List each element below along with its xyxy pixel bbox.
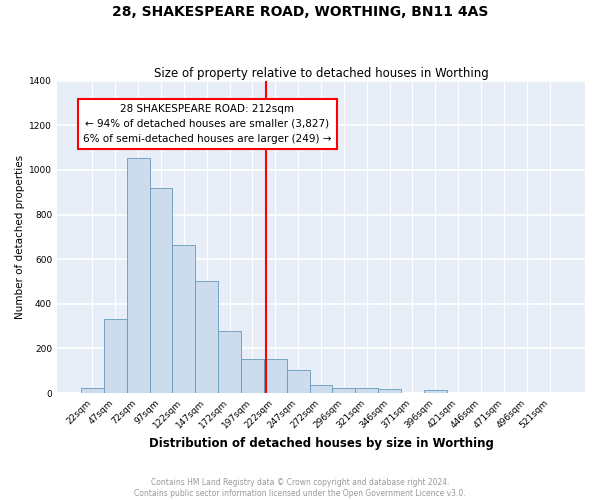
Bar: [218, 330, 241, 393]
Bar: [196, 281, 218, 393]
Bar: [104, 320, 127, 393]
Bar: [241, 358, 264, 393]
Bar: [264, 358, 287, 393]
Bar: [149, 188, 172, 393]
Y-axis label: Number of detached properties: Number of detached properties: [15, 155, 25, 319]
Bar: [127, 158, 149, 393]
Bar: [287, 370, 310, 393]
Bar: [332, 388, 355, 393]
Bar: [355, 388, 378, 393]
Title: Size of property relative to detached houses in Worthing: Size of property relative to detached ho…: [154, 66, 488, 80]
Bar: [424, 390, 447, 393]
Bar: [378, 390, 401, 393]
Text: Contains HM Land Registry data © Crown copyright and database right 2024.
Contai: Contains HM Land Registry data © Crown c…: [134, 478, 466, 498]
X-axis label: Distribution of detached houses by size in Worthing: Distribution of detached houses by size …: [149, 437, 493, 450]
Text: 28 SHAKESPEARE ROAD: 212sqm
← 94% of detached houses are smaller (3,827)
6% of s: 28 SHAKESPEARE ROAD: 212sqm ← 94% of det…: [83, 104, 332, 144]
Bar: [310, 384, 332, 393]
Text: 28, SHAKESPEARE ROAD, WORTHING, BN11 4AS: 28, SHAKESPEARE ROAD, WORTHING, BN11 4AS: [112, 5, 488, 19]
Bar: [172, 244, 196, 393]
Bar: [81, 388, 104, 393]
